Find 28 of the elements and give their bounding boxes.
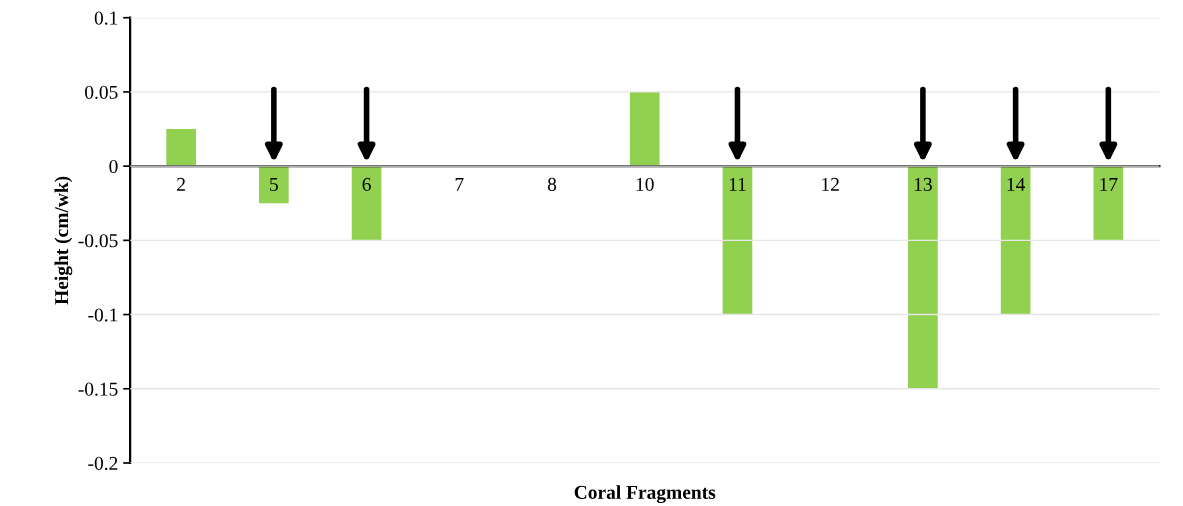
x-tick-label: 10 <box>636 177 654 191</box>
x-tick-label: 13 <box>914 177 932 191</box>
x-axis-title: Coral Fragments <box>574 485 716 504</box>
y-tick-label: 0.05 <box>85 85 118 99</box>
y-tick-label: 0 <box>109 159 118 174</box>
x-tick-label: 14 <box>1007 177 1026 191</box>
bar <box>259 166 289 204</box>
y-tick-label: -0.15 <box>78 382 118 396</box>
y-axis-title: Height (cm/wk) <box>54 176 73 305</box>
bar <box>351 166 382 241</box>
bar <box>1000 166 1031 315</box>
x-tick-label: 8 <box>547 177 557 191</box>
x-tick-label: 6 <box>362 177 371 191</box>
y-tick-label: 0.1 <box>94 11 118 25</box>
x-tick-label: 11 <box>729 177 746 191</box>
bar <box>908 166 938 389</box>
x-tick-label: 7 <box>455 178 464 191</box>
x-tick-label: 12 <box>822 177 839 191</box>
bar <box>722 166 753 315</box>
y-tick-label: -0.2 <box>88 456 118 471</box>
x-tick-label: 2 <box>177 177 185 191</box>
x-tick-label: 5 <box>270 178 278 191</box>
y-tick-label: -0.05 <box>78 234 118 248</box>
x-tick-label: 17 <box>1100 177 1118 191</box>
bar <box>629 91 660 167</box>
bar <box>166 129 196 167</box>
y-tick-label: -0.1 <box>88 308 118 322</box>
bar <box>1093 166 1124 241</box>
